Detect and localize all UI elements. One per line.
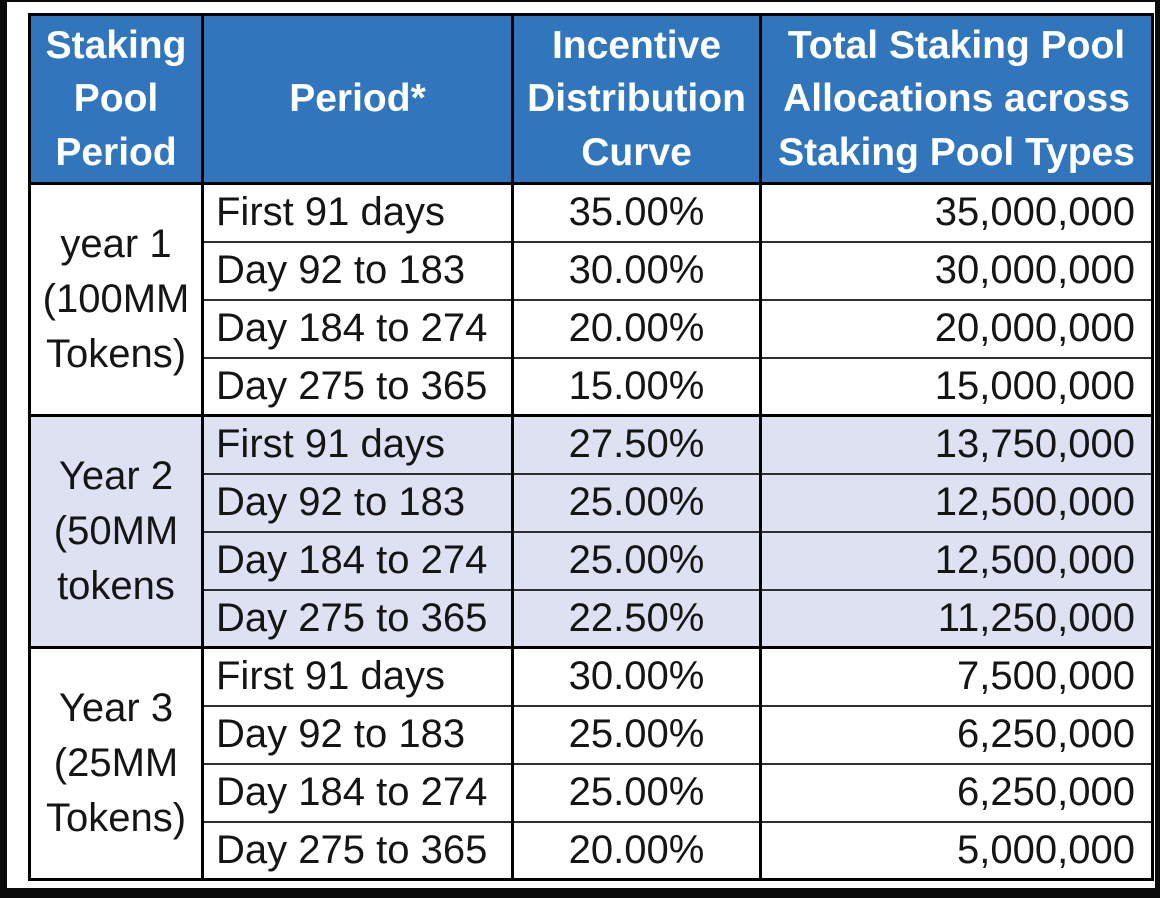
table-row: Day 92 to 183 25.00% 6,250,000 xyxy=(30,704,1153,764)
allocation-cell: 20,000,000 xyxy=(759,298,1153,358)
curve-cell: 30.00% xyxy=(511,240,761,300)
period-cell: Day 184 to 274 xyxy=(201,530,513,590)
period-cell: Day 92 to 183 xyxy=(201,472,513,532)
curve-cell: 25.00% xyxy=(511,472,761,532)
table-row: Day 275 to 365 15.00% 15,000,000 xyxy=(30,356,1153,416)
curve-cell: 35.00% xyxy=(511,182,761,242)
year2-group-label: Year 2 (50MM tokens xyxy=(28,414,203,648)
period-cell: Day 92 to 183 xyxy=(201,240,513,300)
curve-cell: 27.50% xyxy=(511,414,761,474)
year3-group-label: Year 3 (25MM Tokens) xyxy=(28,646,203,880)
allocation-cell: 35,000,000 xyxy=(759,182,1153,242)
table-row: Year 3 (25MM Tokens) First 91 days 30.00… xyxy=(28,646,1153,880)
period-cell: Day 275 to 365 xyxy=(201,588,513,648)
allocation-cell: 15,000,000 xyxy=(759,356,1153,416)
allocation-cell: 7,500,000 xyxy=(759,646,1153,706)
table-row: Day 92 to 183 30.00% 30,000,000 xyxy=(30,240,1153,300)
curve-cell: 20.00% xyxy=(511,820,761,880)
document-sheet: Staking Pool Period Period* Incentive Di… xyxy=(7,2,1155,888)
curve-cell: 25.00% xyxy=(511,530,761,590)
header-staking-pool-period: Staking Pool Period xyxy=(28,14,203,185)
allocation-cell: 12,500,000 xyxy=(759,472,1153,532)
table-row: Year 2 (50MM tokens First 91 days 27.50%… xyxy=(28,414,1153,648)
period-cell: Day 275 to 365 xyxy=(201,356,513,416)
period-cell: Day 275 to 365 xyxy=(201,820,513,880)
table-row: Day 184 to 274 20.00% 20,000,000 xyxy=(30,298,1153,358)
table-row: Day 275 to 365 20.00% 5,000,000 xyxy=(30,820,1153,880)
allocation-cell: 30,000,000 xyxy=(759,240,1153,300)
table-row: Day 92 to 183 25.00% 12,500,000 xyxy=(30,472,1153,532)
curve-cell: 25.00% xyxy=(511,704,761,764)
table-row: Day 184 to 274 25.00% 6,250,000 xyxy=(30,762,1153,822)
period-cell: Day 184 to 274 xyxy=(201,762,513,822)
staking-allocation-table: Staking Pool Period Period* Incentive Di… xyxy=(28,13,1154,881)
curve-cell: 22.50% xyxy=(511,588,761,648)
curve-cell: 15.00% xyxy=(511,356,761,416)
curve-cell: 30.00% xyxy=(511,646,761,706)
header-incentive-distribution-curve: Incentive Distribution Curve xyxy=(511,14,761,185)
header-row: Staking Pool Period Period* Incentive Di… xyxy=(28,14,1153,185)
allocation-cell: 6,250,000 xyxy=(759,762,1153,822)
period-cell: First 91 days xyxy=(201,414,513,474)
curve-cell: 25.00% xyxy=(511,762,761,822)
allocation-cell: 12,500,000 xyxy=(759,530,1153,590)
table-row: Day 184 to 274 25.00% 12,500,000 xyxy=(30,530,1153,590)
allocation-cell: 6,250,000 xyxy=(759,704,1153,764)
year1-group-label: year 1 (100MM Tokens) xyxy=(28,182,203,416)
table-row: year 1 (100MM Tokens) First 91 days 35.0… xyxy=(28,182,1153,416)
allocation-cell: 5,000,000 xyxy=(759,820,1153,880)
period-cell: First 91 days xyxy=(201,182,513,242)
allocation-cell: 11,250,000 xyxy=(759,588,1153,648)
header-period: Period* xyxy=(201,14,513,185)
curve-cell: 20.00% xyxy=(511,298,761,358)
allocation-cell: 13,750,000 xyxy=(759,414,1153,474)
period-cell: Day 184 to 274 xyxy=(201,298,513,358)
period-cell: First 91 days xyxy=(201,646,513,706)
period-cell: Day 92 to 183 xyxy=(201,704,513,764)
header-total-allocations: Total Staking Pool Allocations across St… xyxy=(759,14,1153,185)
table-row: Day 275 to 365 22.50% 11,250,000 xyxy=(30,588,1153,648)
